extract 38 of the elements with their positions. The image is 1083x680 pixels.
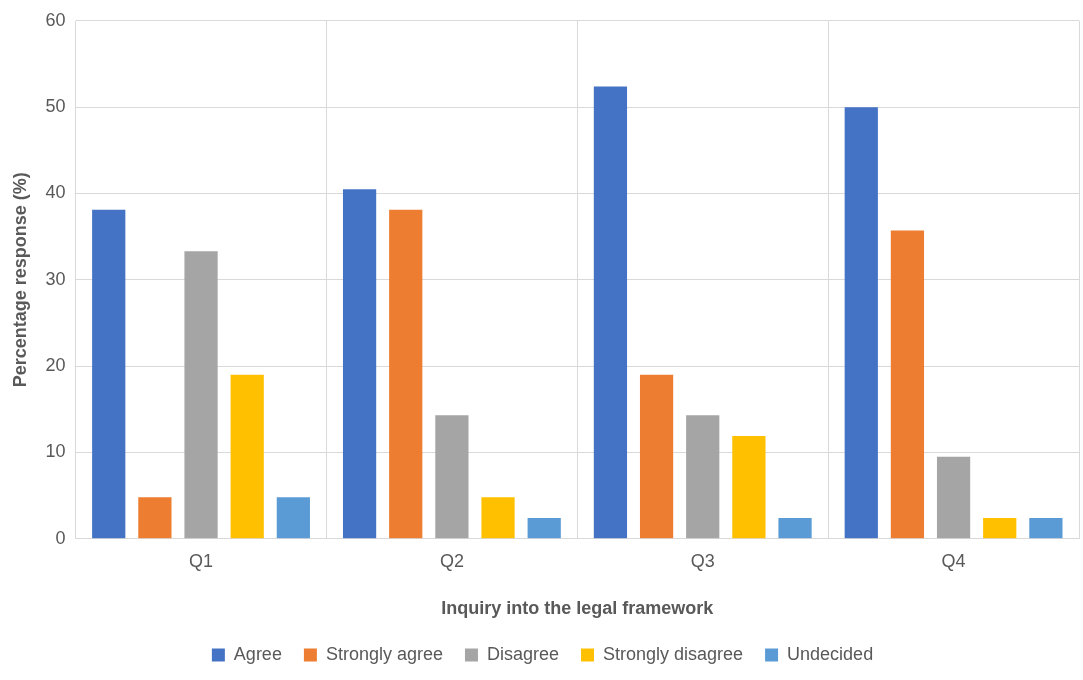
x-axis-title: Inquiry into the legal framework (441, 598, 715, 619)
x-tick-label: Q1 (189, 550, 214, 571)
bar (389, 209, 423, 539)
legend-label: Strongly agree (325, 643, 443, 664)
bar (184, 251, 218, 539)
bar (527, 518, 561, 539)
bar (138, 497, 172, 539)
legend-label: Strongly disagree (603, 643, 744, 664)
legend-label: Disagree (486, 643, 560, 664)
y-tick-label: 40 (45, 182, 66, 203)
y-tick-label: 60 (45, 9, 66, 30)
legend-label: Agree (233, 643, 282, 664)
x-tick-label: Q2 (439, 550, 464, 571)
y-tick-label: 10 (45, 441, 66, 462)
bar (92, 209, 126, 539)
legend-label: Undecided (787, 643, 874, 664)
bar (435, 415, 469, 539)
bar (890, 230, 925, 539)
bar (276, 497, 310, 539)
bar (686, 415, 720, 539)
bar (844, 107, 878, 539)
y-axis-title: Percentage response (%) (9, 172, 30, 388)
bar (936, 456, 971, 539)
bar (342, 189, 377, 539)
bar (1029, 518, 1063, 539)
y-tick-label: 30 (45, 268, 66, 289)
bar (593, 86, 628, 539)
x-tick-label: Q3 (690, 550, 715, 571)
bar (639, 374, 674, 539)
y-tick-label: 20 (45, 355, 66, 376)
bar (778, 518, 812, 539)
bar (230, 374, 264, 539)
bar (481, 497, 515, 539)
y-tick-label: 0 (55, 527, 66, 548)
bar (732, 436, 766, 539)
bar (983, 518, 1017, 539)
x-tick-label: Q4 (941, 550, 966, 571)
y-tick-label: 50 (45, 96, 66, 117)
